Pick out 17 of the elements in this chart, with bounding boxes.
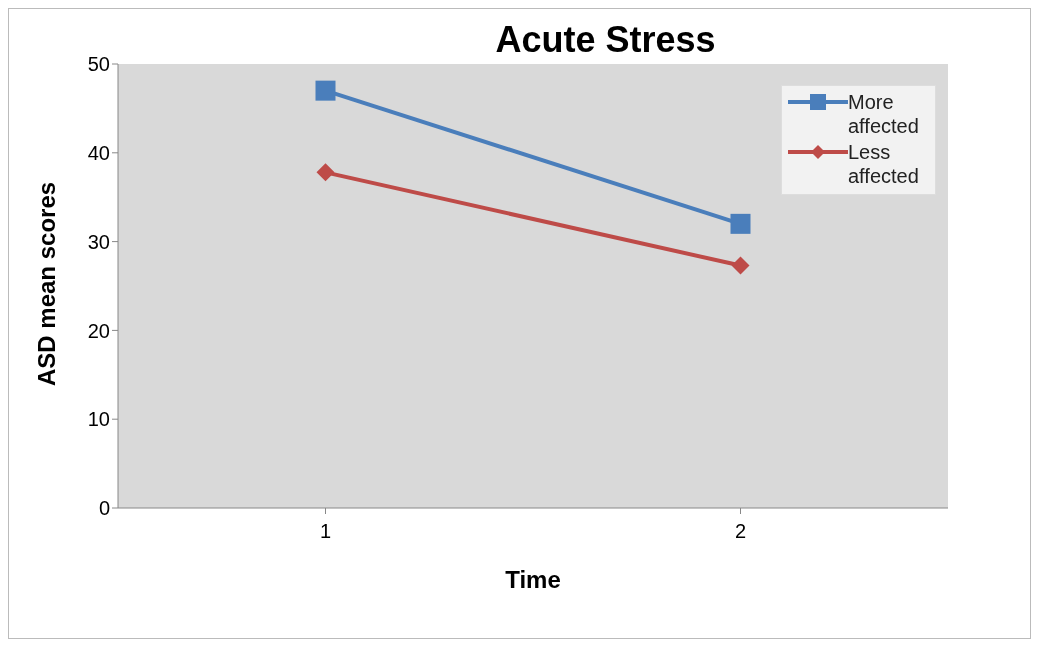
chart-title: Acute Stress <box>495 19 716 60</box>
y-tick-label: 50 <box>87 53 110 76</box>
y-tick-label: 30 <box>87 230 110 253</box>
y-tick-label: 40 <box>87 141 110 164</box>
y-tick-label: 10 <box>87 408 110 431</box>
point <box>315 80 336 101</box>
x-axis-title: Time <box>505 566 561 593</box>
x-tick-label: 2 <box>734 520 747 543</box>
point <box>731 256 750 275</box>
y-tick-label: 0 <box>98 497 110 520</box>
y-axis-title: ASD mean scores <box>32 181 60 386</box>
legend-label: More affected <box>848 90 920 138</box>
point <box>730 213 751 234</box>
point <box>316 163 335 182</box>
legend-label: Less affected <box>848 140 920 188</box>
y-tick-label: 20 <box>87 319 110 342</box>
x-tick-label: 1 <box>319 520 332 543</box>
